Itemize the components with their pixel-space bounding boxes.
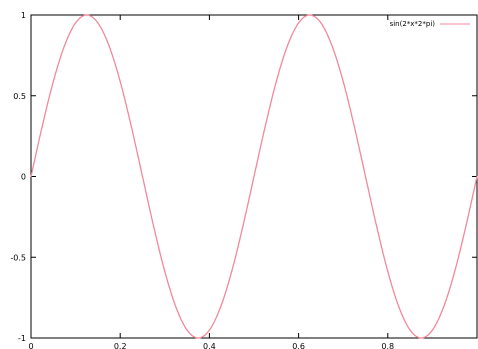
y-axis-ticks: -1 -0.5 0 0.5 1 [10, 11, 477, 343]
x-tick-label: 0.6 [292, 342, 305, 349]
series-point [387, 270, 389, 273]
series-point [253, 175, 255, 178]
series-point [376, 225, 378, 228]
series-point [320, 22, 322, 24]
series-point [141, 175, 144, 178]
series-point [30, 175, 32, 178]
series-point [75, 22, 77, 24]
series-point [242, 225, 244, 228]
x-axis-ticks: 0 0.2 0.4 0.6 0.8 [28, 15, 394, 349]
y-tick-label: 0.5 [13, 92, 26, 101]
y-tick-label: -1 [18, 334, 26, 343]
series-point [130, 125, 132, 128]
series-point [63, 45, 66, 47]
series-point [208, 329, 210, 331]
series-point [286, 45, 289, 47]
y-tick-label: 0 [21, 173, 26, 182]
series-point [398, 306, 400, 308]
series-point [119, 80, 121, 83]
series-point [52, 80, 54, 83]
series-point [353, 125, 355, 128]
series-point [431, 329, 433, 331]
series-point [275, 80, 277, 83]
series-point [97, 22, 99, 24]
series-point [454, 270, 456, 273]
series-point [197, 337, 199, 339]
series-point [476, 175, 478, 178]
series-point [186, 329, 188, 331]
x-tick-label: 0.2 [114, 342, 127, 349]
series-point [331, 45, 333, 47]
series-point [298, 22, 300, 24]
y-tick-label: -0.5 [10, 253, 26, 262]
y-tick-label: 1 [21, 11, 26, 20]
legend: sin(2*x*2*pi) [390, 20, 470, 28]
series-point [219, 306, 222, 308]
series-point [175, 306, 177, 308]
series-point [420, 337, 422, 339]
series-point [86, 14, 88, 16]
x-tick-label: 0.4 [203, 342, 216, 349]
series-point [465, 225, 467, 228]
series-layer [30, 14, 478, 339]
series-point [409, 329, 411, 331]
series-point [264, 125, 266, 128]
series-point [153, 225, 155, 228]
series-point [41, 125, 43, 128]
series-point [231, 270, 233, 273]
x-tick-label: 0 [28, 342, 33, 349]
series-point [442, 306, 445, 308]
series-point [364, 175, 367, 178]
series-point [108, 45, 110, 47]
x-tick-label: 0.8 [381, 342, 394, 349]
series-point [342, 80, 344, 83]
legend-label: sin(2*x*2*pi) [390, 20, 436, 28]
series-point [309, 14, 311, 16]
series-point [164, 270, 166, 273]
